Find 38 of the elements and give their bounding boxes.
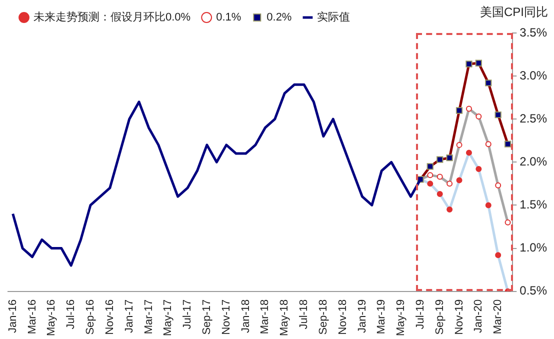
y-tick-label: 3.0% xyxy=(520,68,548,82)
legend-label: 0.1% xyxy=(216,12,242,24)
x-tick-label: Jan-18 xyxy=(240,299,252,333)
legend-label: 未来走势预测：假设月环比0.0% xyxy=(34,10,191,24)
x-tick-label: Sep-18 xyxy=(317,299,330,335)
x-tick-label: Jan-19 xyxy=(356,299,368,333)
y-tick-label: 1.0% xyxy=(520,240,548,255)
x-tick-label: Jan-17 xyxy=(123,299,136,333)
x-tick-label: Jan-16 xyxy=(6,299,19,333)
x-tick-label: Nov-16 xyxy=(104,299,116,335)
x-tick-label: Mar-18 xyxy=(259,299,272,334)
y-axis-title: 美国CPI同比 xyxy=(480,4,548,20)
y-tick-label: 3.5% xyxy=(520,25,548,40)
x-tick-label: Jul-17 xyxy=(182,299,194,330)
x-tick-label: Nov-19 xyxy=(453,299,466,335)
legend-label: 0.2% xyxy=(266,12,292,24)
y-tick-label: 2.0% xyxy=(520,154,548,168)
x-tick-label: Sep-17 xyxy=(200,299,213,335)
x-tick-label: Sep-19 xyxy=(434,299,446,335)
x-tick-label: Sep-16 xyxy=(84,299,97,335)
x-tick-label: Mar-19 xyxy=(376,299,388,334)
y-tick-label: 1.5% xyxy=(520,198,548,212)
x-tick-label: Nov-18 xyxy=(336,299,349,335)
x-tick-label: Jul-18 xyxy=(298,299,310,330)
x-tick-label: May-19 xyxy=(395,299,408,336)
x-tick-label: May-17 xyxy=(162,299,174,336)
x-tick-label: Mar-16 xyxy=(26,299,38,334)
x-tick-label: Nov-17 xyxy=(220,299,232,335)
x-tick-label: Mar-17 xyxy=(142,299,155,334)
legend-label: 实际值 xyxy=(317,10,350,24)
x-tick-label: Mar-20 xyxy=(492,299,504,334)
x-tick-label: Jul-16 xyxy=(65,299,78,330)
y-tick-label: 0.5% xyxy=(520,284,548,298)
x-tick-label: May-16 xyxy=(46,299,58,336)
y-tick-label: 2.5% xyxy=(520,111,548,126)
x-tick-label: May-18 xyxy=(278,299,291,336)
x-tick-label: Jul-19 xyxy=(414,299,426,330)
x-tick-label: Jan-20 xyxy=(472,299,485,333)
